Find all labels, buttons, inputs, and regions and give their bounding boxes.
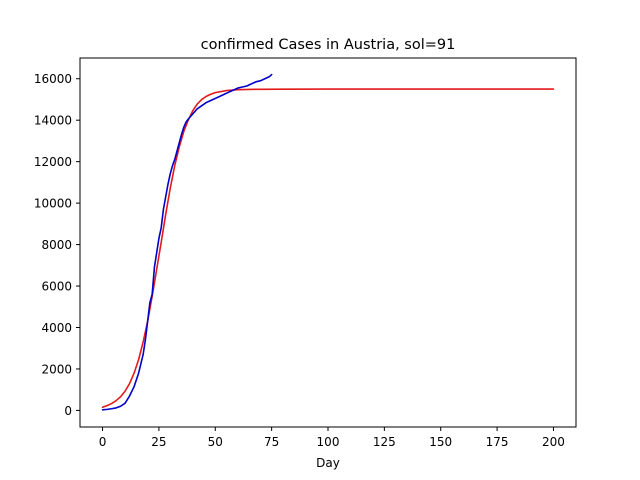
y-tick-label: 14000 xyxy=(34,114,72,128)
x-tick-label: 75 xyxy=(264,435,279,449)
x-axis-label: Day xyxy=(316,456,340,470)
chart-title: confirmed Cases in Austria, sol=91 xyxy=(201,37,456,53)
series-line-2 xyxy=(101,73,273,411)
y-tick-label: 4000 xyxy=(41,321,72,335)
y-tick-label: 2000 xyxy=(41,362,72,376)
y-tick-label: 16000 xyxy=(34,72,72,86)
plot-area xyxy=(101,73,555,411)
y-tick-label: 12000 xyxy=(34,155,72,169)
plot-frame xyxy=(79,57,577,428)
series-line-1 xyxy=(101,88,555,409)
y-tick-label: 10000 xyxy=(34,197,72,211)
x-tick-label: 125 xyxy=(373,435,396,449)
x-tick-label: 150 xyxy=(429,435,452,449)
y-tick-label: 0 xyxy=(64,404,72,418)
x-tick-label: 200 xyxy=(542,435,565,449)
x-tick-label: 50 xyxy=(208,435,223,449)
x-tick-label: 175 xyxy=(486,435,509,449)
x-tick-label: 0 xyxy=(99,435,107,449)
x-tick-label: 100 xyxy=(317,435,340,449)
y-tick-label: 6000 xyxy=(41,280,72,294)
y-tick-label: 8000 xyxy=(41,238,72,252)
x-tick-label: 25 xyxy=(151,435,166,449)
